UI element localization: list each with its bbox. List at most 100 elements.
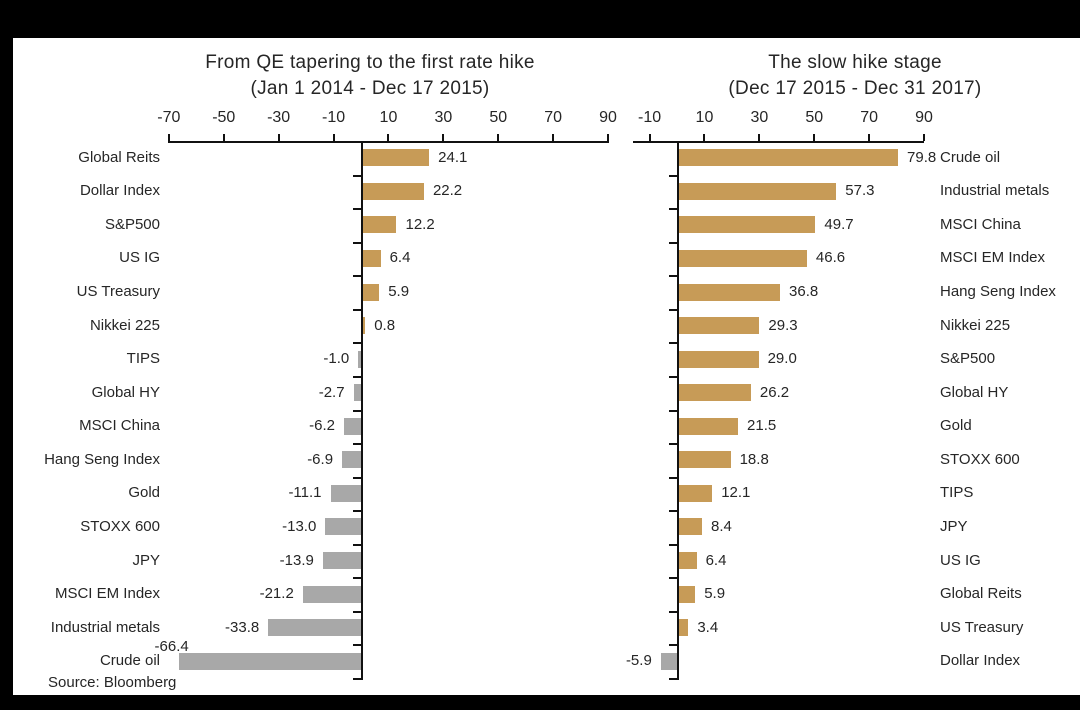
right-chart-category-label: S&P500 (940, 350, 996, 368)
right-chart-value-label: 29.3 (768, 316, 798, 334)
right-chart-x-tick-label: 30 (750, 109, 769, 126)
left-chart-bar (363, 216, 397, 234)
right-chart-x-tick-label: 90 (915, 109, 933, 126)
left-chart-category-label: MSCI EM Index (54, 585, 160, 603)
left-chart-y-tick (353, 174, 361, 177)
left-chart-title-line1: From QE tapering to the first rate hike (205, 52, 535, 73)
right-chart-category-label: Global Reits (940, 585, 1022, 603)
right-chart-value-label: 29.0 (767, 350, 797, 368)
right-chart-value-label: 57.3 (845, 182, 875, 200)
right-chart-category-label: Hang Seng Index (940, 283, 1056, 301)
left-chart-value-label: 6.4 (389, 249, 411, 267)
right-chart-y-tick (669, 241, 677, 244)
right-chart-y-tick (669, 174, 677, 177)
right-chart-value-label: 79.8 (907, 148, 937, 166)
right-chart-bar (679, 484, 713, 502)
left-chart-x-tick (332, 134, 335, 141)
left-chart-value-label: 24.1 (438, 148, 468, 166)
left-chart-y-tick (353, 610, 361, 613)
left-chart-value-label: -13.9 (279, 551, 314, 569)
left-chart-y-tick (353, 678, 361, 680)
left-chart-category-label: Hang Seng Index (44, 450, 160, 468)
right-chart-x-tick (703, 134, 706, 141)
right-chart-category-label: Nikkei 225 (940, 316, 1011, 334)
left-chart-y-axis-line (361, 141, 363, 680)
chart-canvas: From QE tapering to the first rate hike … (13, 38, 1080, 695)
left-chart-category-label: STOXX 600 (80, 517, 160, 535)
left-chart-y-tick (353, 308, 361, 311)
left-chart-y-tick (353, 577, 361, 580)
left-chart-value-label: 5.9 (388, 283, 410, 301)
left-chart-category-label: S&P500 (104, 215, 160, 233)
right-chart-value-label: 6.4 (705, 551, 727, 569)
right-chart-category-label: US Treasury (940, 618, 1024, 636)
left-chart-bar (363, 182, 424, 200)
right-chart-category-label: Dollar Index (940, 652, 1021, 670)
left-chart-bar (363, 317, 366, 335)
left-chart-category-label: Global Reits (78, 148, 160, 166)
left-chart-y-tick (353, 208, 361, 211)
left-chart-bar (343, 417, 361, 435)
left-chart-y-tick (353, 644, 361, 647)
left-chart-bar (178, 652, 361, 670)
left-chart-bar (342, 451, 361, 469)
right-chart-bar (679, 317, 760, 335)
right-chart-y-tick (669, 443, 677, 446)
left-chart-value-label: -33.8 (225, 618, 260, 636)
right-chart-bar (679, 216, 816, 234)
right-chart-value-label: 3.4 (697, 618, 719, 636)
left-chart-bar (330, 484, 361, 502)
left-chart-category-label: Dollar Index (79, 182, 160, 200)
right-chart-value-label: 12.1 (721, 484, 751, 502)
left-chart-x-tick (497, 134, 500, 141)
left-chart-y-tick (353, 510, 361, 513)
left-chart-y-tick (353, 543, 361, 546)
left-chart-x-tick (607, 134, 610, 141)
left-chart-y-tick (353, 443, 361, 446)
left-chart-value-label: 0.8 (374, 316, 396, 334)
right-chart-y-tick (669, 308, 677, 311)
left-chart-x-tick (167, 134, 170, 141)
right-chart-value-label: 46.6 (815, 249, 846, 267)
right-chart-bar (679, 149, 899, 167)
right-chart-bar (679, 350, 759, 368)
right-chart-bar (679, 585, 696, 603)
left-chart-value-label: -13.0 (282, 517, 317, 535)
left-chart-category-label: Global HY (91, 383, 160, 401)
left-chart-category-label: Nikkei 225 (89, 316, 160, 334)
left-chart-bar (302, 585, 361, 603)
left-chart-category-label: TIPS (126, 350, 160, 368)
right-chart-bar (679, 619, 689, 637)
left-chart-category-label: Industrial metals (50, 618, 160, 636)
left-chart-x-tick (442, 134, 445, 141)
right-chart-y-tick (669, 610, 677, 613)
left-chart-x-tick (552, 134, 555, 141)
left-chart-bar (322, 552, 361, 570)
right-chart-y-tick (669, 342, 677, 345)
left-chart-y-tick (353, 342, 361, 345)
right-chart-category-label: TIPS (940, 484, 974, 502)
left-chart-bar (363, 283, 380, 301)
right-chart-title: The slow hike stage (Dec 17 2015 - Dec 3… (655, 50, 1055, 102)
left-chart-x-tick-label: -30 (267, 109, 291, 126)
left-chart-x-tick-label: 30 (434, 109, 453, 126)
right-chart-x-axis-line (633, 141, 924, 143)
right-chart-value-label: 36.8 (789, 283, 819, 301)
right-chart-x-tick (868, 134, 871, 141)
right-chart-category-label: MSCI China (940, 215, 1021, 233)
right-chart-x-tick-label: 10 (695, 109, 714, 126)
source-label: Source: Bloomberg (48, 674, 177, 691)
right-chart-category-label: MSCI EM Index (940, 249, 1046, 267)
right-chart-category-label: Crude oil (940, 148, 1001, 166)
left-chart-value-label: -66.4 (154, 638, 189, 656)
left-chart-bar (358, 350, 361, 368)
right-chart-y-tick (669, 208, 677, 211)
left-chart-x-tick-label: 70 (544, 109, 563, 126)
right-chart-bar (660, 652, 677, 670)
left-chart-value-label: -1.0 (323, 350, 350, 368)
left-chart-x-tick-label: 50 (489, 109, 508, 126)
right-chart-category-label: Industrial metals (940, 182, 1050, 200)
right-chart-x-tick-label: 70 (860, 109, 879, 126)
right-chart-x-tick (758, 134, 761, 141)
left-chart-x-tick-label: -70 (157, 109, 181, 126)
